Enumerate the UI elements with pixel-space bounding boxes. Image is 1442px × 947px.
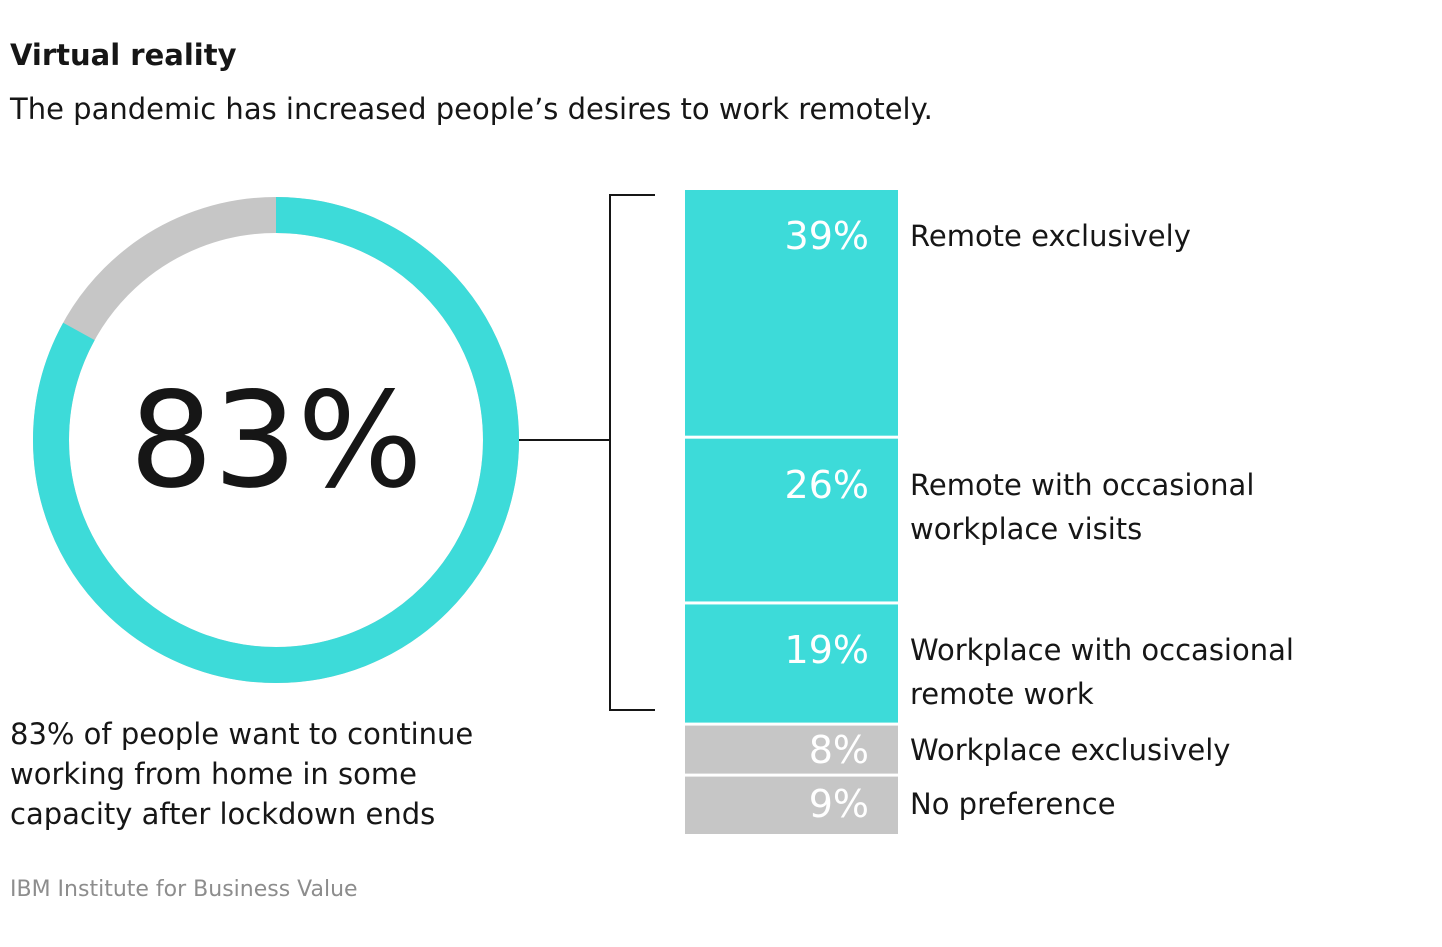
bar-segment (685, 438, 898, 602)
segment-value-label: 26% (784, 462, 869, 507)
caption-line: 83% of people want to continue (10, 717, 474, 751)
segment-category-line: Remote exclusively (910, 219, 1191, 253)
bracket (609, 194, 655, 711)
bar-segment (685, 776, 898, 834)
segment-value-label: 8% (808, 727, 869, 772)
segment-category-line: Remote with occasional (910, 467, 1255, 502)
segment-category-label: Workplace with occasional remote work (910, 628, 1294, 716)
bar-segment (685, 604, 898, 723)
caption-line: capacity after lockdown ends (10, 797, 436, 831)
segment-value-label: 39% (784, 214, 869, 258)
segment-category-line: No preference (910, 786, 1116, 821)
donut-value-arc (33, 197, 519, 683)
segment-category-label: Remote exclusively (910, 214, 1191, 258)
chart-title: Virtual reality (10, 38, 237, 72)
donut-caption: 83% of people want to continue working f… (10, 714, 473, 834)
bar-segment (685, 725, 898, 774)
donut-center-value: 83% (129, 364, 423, 518)
segment-category-line: Workplace with occasional (910, 633, 1294, 668)
caption-line: working from home in some (10, 757, 417, 791)
segment-category-line: workplace visits (910, 511, 1143, 546)
segment-category-label: Remote with occasional workplace visits (910, 463, 1254, 551)
segment-value-label: 9% (808, 781, 869, 826)
donut-chart (33, 197, 519, 683)
segment-category-label: Workplace exclusively (910, 728, 1230, 772)
bar-segment (685, 190, 898, 436)
source-note: IBM Institute for Business Value (10, 877, 358, 902)
segment-value-label: 19% (784, 628, 869, 673)
segment-category-line: remote work (910, 677, 1094, 712)
segment-category-line: Workplace exclusively (910, 732, 1231, 767)
chart-subtitle: The pandemic has increased people’s desi… (10, 92, 933, 126)
segment-category-label: No preference (910, 782, 1116, 826)
